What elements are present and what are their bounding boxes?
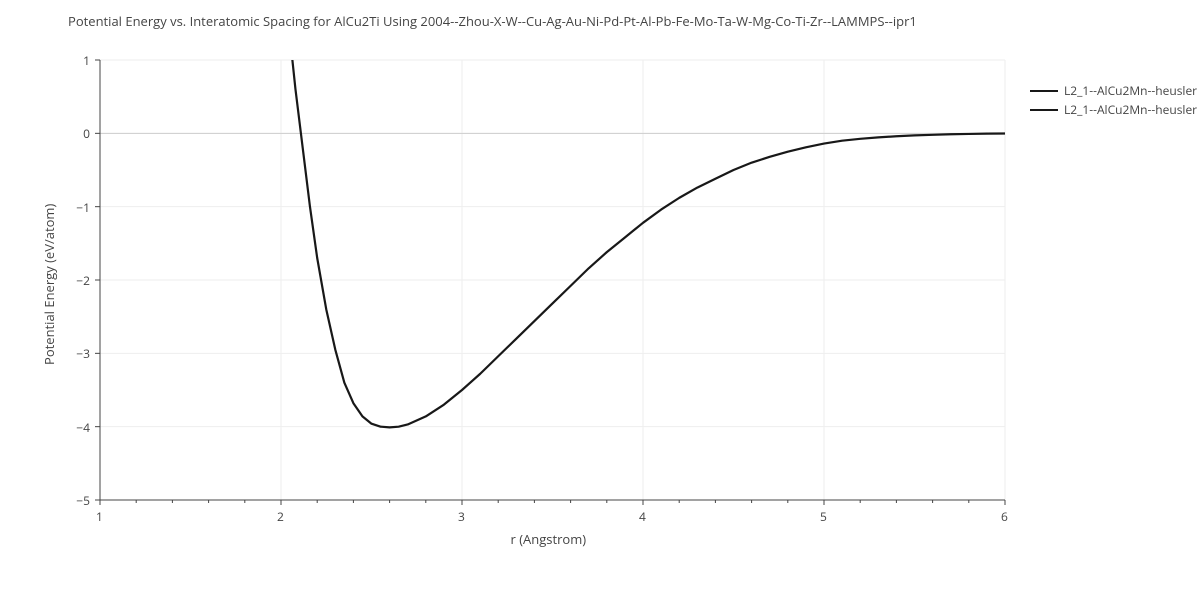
y-tick-label: −2 bbox=[76, 272, 90, 289]
chart-plot-area bbox=[0, 0, 1200, 600]
x-tick-label: 5 bbox=[820, 508, 827, 525]
y-tick-label: 1 bbox=[83, 52, 90, 69]
y-tick-label: −3 bbox=[76, 345, 90, 362]
y-tick-label: −5 bbox=[76, 492, 90, 509]
x-tick-label: 6 bbox=[1001, 508, 1008, 525]
x-tick-label: 3 bbox=[458, 508, 465, 525]
y-tick-label: −4 bbox=[76, 419, 90, 436]
y-tick-label: −1 bbox=[76, 199, 90, 216]
x-tick-label: 1 bbox=[96, 508, 103, 525]
x-tick-label: 4 bbox=[639, 508, 646, 525]
x-tick-label: 2 bbox=[277, 508, 284, 525]
y-tick-label: 0 bbox=[83, 125, 90, 142]
